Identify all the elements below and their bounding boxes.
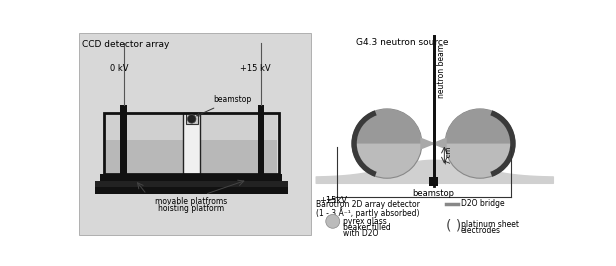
Bar — [185, 113, 198, 124]
Text: beamstop: beamstop — [413, 189, 455, 198]
Bar — [183, 113, 200, 181]
Text: neutron beam: neutron beam — [437, 43, 445, 98]
Bar — [183, 113, 200, 181]
Bar — [120, 105, 127, 174]
Text: (1 - 3 Å⁻¹, partly absorbed): (1 - 3 Å⁻¹, partly absorbed) — [316, 207, 419, 218]
Bar — [104, 113, 278, 174]
Bar — [95, 181, 288, 187]
Text: pyrex glass: pyrex glass — [343, 217, 387, 226]
Bar — [79, 34, 311, 235]
Text: D2O bridge: D2O bridge — [461, 199, 505, 208]
Polygon shape — [420, 138, 447, 150]
Bar — [106, 114, 277, 173]
Circle shape — [445, 109, 515, 178]
Bar — [106, 140, 277, 173]
Bar — [100, 174, 282, 181]
Text: 0 kV: 0 kV — [110, 64, 128, 73]
Bar — [95, 187, 288, 194]
Circle shape — [352, 109, 422, 178]
Bar — [257, 105, 264, 174]
Wedge shape — [490, 110, 516, 177]
Text: +15kV: +15kV — [320, 196, 347, 205]
Text: G4.3 neutron source: G4.3 neutron source — [356, 38, 448, 47]
Wedge shape — [352, 109, 422, 144]
Text: ( ): ( ) — [446, 218, 461, 232]
Wedge shape — [351, 110, 376, 177]
Text: 7 cm: 7 cm — [446, 146, 452, 164]
Text: electrodes: electrodes — [461, 226, 501, 235]
Text: beaker filled: beaker filled — [343, 223, 391, 232]
Circle shape — [187, 115, 196, 123]
Wedge shape — [445, 109, 515, 144]
Text: CCD detector array: CCD detector array — [82, 40, 169, 49]
Text: beamstop: beamstop — [197, 95, 252, 116]
Text: platinum sheet: platinum sheet — [461, 220, 519, 229]
Text: hoisting platform: hoisting platform — [158, 204, 224, 213]
Text: movable platfroms: movable platfroms — [155, 197, 227, 206]
Text: with D2O: with D2O — [343, 229, 378, 238]
Text: Barotron 2D array detector: Barotron 2D array detector — [316, 200, 419, 209]
Text: +15 kV: +15 kV — [240, 64, 270, 73]
Circle shape — [326, 214, 340, 228]
Bar — [429, 177, 438, 186]
